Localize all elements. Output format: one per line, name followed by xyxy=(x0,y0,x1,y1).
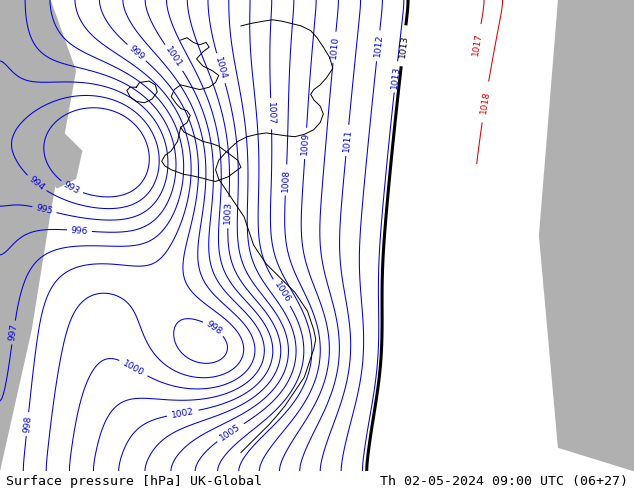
Text: 1018: 1018 xyxy=(479,90,491,114)
Text: 994: 994 xyxy=(27,174,46,193)
Text: 1009: 1009 xyxy=(301,132,311,155)
Text: 1013: 1013 xyxy=(398,34,410,58)
Text: 1003: 1003 xyxy=(223,201,233,224)
Text: 996: 996 xyxy=(70,225,88,236)
Text: 1000: 1000 xyxy=(121,358,146,377)
Text: 1007: 1007 xyxy=(266,102,276,125)
Text: 1006: 1006 xyxy=(272,280,292,305)
Text: 1010: 1010 xyxy=(329,35,340,59)
Text: 998: 998 xyxy=(204,319,224,337)
Text: Surface pressure [hPa] UK-Global: Surface pressure [hPa] UK-Global xyxy=(6,474,262,488)
Text: 1004: 1004 xyxy=(214,56,228,80)
Text: 1005: 1005 xyxy=(218,422,242,442)
Text: 999: 999 xyxy=(127,44,146,62)
Polygon shape xyxy=(539,0,634,471)
Text: 1002: 1002 xyxy=(171,407,195,420)
Polygon shape xyxy=(0,0,76,471)
Text: 1001: 1001 xyxy=(164,46,184,70)
Text: Th 02-05-2024 09:00 UTC (06+27): Th 02-05-2024 09:00 UTC (06+27) xyxy=(380,474,628,488)
Polygon shape xyxy=(38,132,82,189)
Text: 995: 995 xyxy=(35,203,54,216)
Text: 993: 993 xyxy=(62,180,81,196)
Text: 998: 998 xyxy=(22,415,33,433)
Text: 1012: 1012 xyxy=(373,34,384,58)
Text: 1013: 1013 xyxy=(390,65,401,89)
Text: 1011: 1011 xyxy=(342,128,353,152)
Text: 997: 997 xyxy=(8,323,19,342)
Text: 1008: 1008 xyxy=(281,169,291,192)
Text: 1017: 1017 xyxy=(471,32,484,56)
